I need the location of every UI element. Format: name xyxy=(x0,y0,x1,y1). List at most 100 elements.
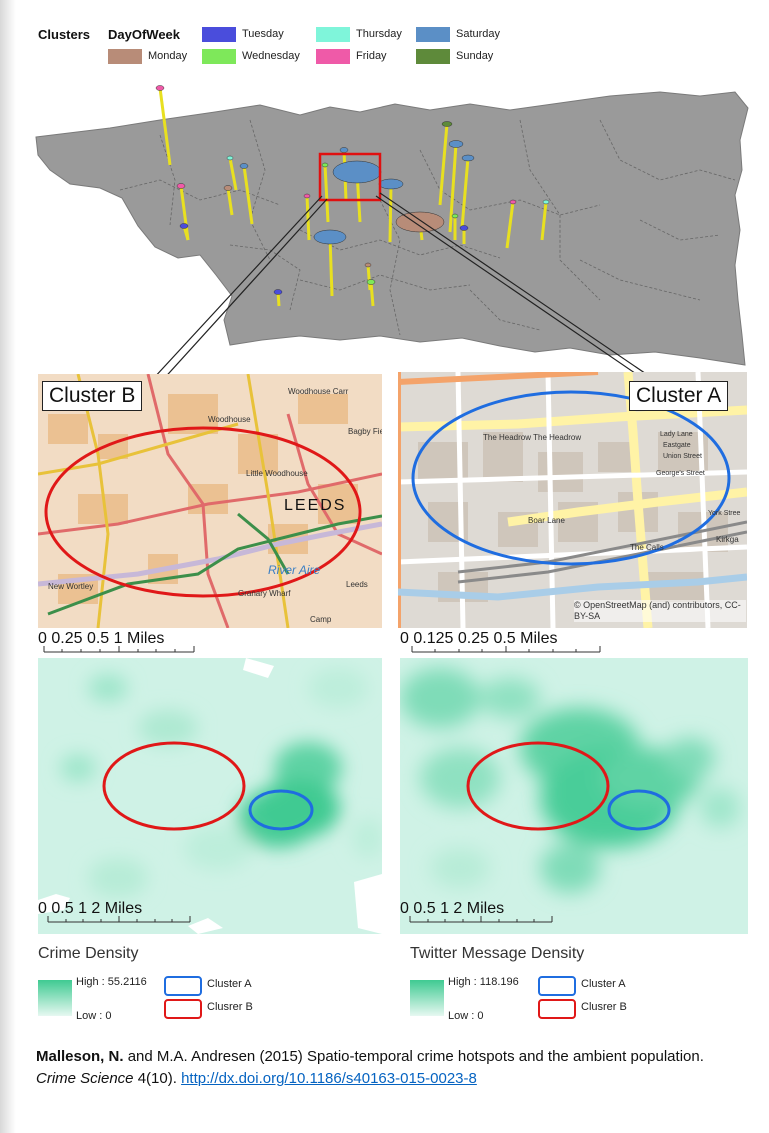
legend-swatch-wednesday xyxy=(202,49,236,64)
legend-field: DayOfWeek xyxy=(108,27,181,42)
crime-density-map xyxy=(38,658,382,934)
cluster-stick xyxy=(179,223,190,241)
map-a-york-street-label: York Stree xyxy=(708,510,741,517)
cluster-stick xyxy=(313,229,347,297)
legend-label-wednesday: Wednesday xyxy=(242,50,300,62)
cluster-sticks xyxy=(155,85,550,307)
citation-text: and M.A. Andresen (2015) Spatio-temporal… xyxy=(123,1048,704,1065)
map-a-headrow-label: The Headrow The Headrow xyxy=(483,433,581,442)
density-cluster-b-ellipse xyxy=(466,741,610,831)
scale-tick-label: 0.5 Miles xyxy=(493,630,558,647)
map-b-rail xyxy=(47,512,382,616)
cluster-stick xyxy=(223,185,234,216)
map-a-eastgate-label: Eastgate xyxy=(663,442,691,449)
scale-tick-label: 0 xyxy=(400,900,409,917)
twitter-density-high: High : 118.196 xyxy=(448,976,519,988)
legend-swatch-monday xyxy=(108,49,142,64)
cluster-b-callout: Cluster B xyxy=(42,381,143,411)
cluster-stick xyxy=(395,211,445,241)
density-cluster-a-ellipse xyxy=(248,789,314,831)
crime-legend-cluster-a-swatch xyxy=(164,976,202,996)
crime-legend-cluster-a: Cluster A xyxy=(207,978,252,990)
map-a-ring-road xyxy=(398,372,599,628)
map-b-river-label: River Aire xyxy=(268,563,321,577)
legend-swatch-sunday xyxy=(416,49,450,64)
ward-boundaries xyxy=(119,119,736,336)
citation-volume: 4(10). xyxy=(133,1070,182,1087)
scale-bar-twitter-density: 0 0.5 1 2 Miles xyxy=(400,900,600,928)
cluster-stick xyxy=(332,160,382,223)
zoom-connector-a xyxy=(375,192,656,380)
map-b-new-wortley-label: New Wortley xyxy=(48,582,93,591)
scale-tick-label: 1 Miles xyxy=(113,630,165,647)
scale-bar-line xyxy=(411,646,601,653)
twitter-legend-cluster-b: Clusrer B xyxy=(581,1001,627,1013)
crime-legend-cluster-b-swatch xyxy=(164,999,202,1019)
map-a-georges-label: George's Street xyxy=(656,470,705,477)
crime-density-blobs xyxy=(60,668,382,898)
scale-bar-map-b: 0 0.25 0.5 1 Miles xyxy=(38,630,378,656)
cluster-stick xyxy=(378,178,404,243)
map-cluster-b: LEEDS Woodhouse Woodhouse Carr Little Wo… xyxy=(38,374,382,628)
map-cluster-a: The Headrow The Headrow Lady Lane Eastga… xyxy=(398,372,747,628)
map-b-woodhouse-label: Woodhouse xyxy=(208,415,251,424)
map-a-the-calls-label: The Calls xyxy=(630,543,664,552)
crime-density-title: Crime Density xyxy=(38,945,139,962)
cluster-a-callout: Cluster A xyxy=(629,381,729,411)
cluster-stick xyxy=(226,155,238,191)
cluster-stick xyxy=(505,199,517,249)
leeds-district-shape xyxy=(35,91,749,366)
scale-tick-label: 2 Miles xyxy=(453,900,505,917)
cluster-stick xyxy=(459,225,469,244)
legend-label-saturday: Saturday xyxy=(456,28,501,40)
twitter-legend-cluster-b-swatch xyxy=(538,999,576,1019)
cluster-stick xyxy=(321,162,330,223)
legend-label-monday: Monday xyxy=(148,50,188,62)
crime-density-nodata xyxy=(38,658,382,934)
scale-tick-label: 0 xyxy=(38,900,47,917)
map-a-minor-roads xyxy=(398,372,747,628)
twitter-legend-cluster-a: Cluster A xyxy=(581,978,626,990)
scale-tick-label: 0.5 xyxy=(51,900,74,917)
twitter-density-low: Low : 0 xyxy=(448,1010,484,1022)
density-cluster-a-ellipse xyxy=(607,789,671,831)
cluster-stick xyxy=(239,163,254,225)
scale-tick-label: 0.5 xyxy=(413,900,436,917)
twitter-density-map xyxy=(400,658,748,934)
cluster-stick xyxy=(155,85,172,166)
cluster-a-ellipse xyxy=(411,390,731,566)
scale-tick-label: 0.25 xyxy=(457,630,489,647)
crime-density-low: Low : 0 xyxy=(76,1010,112,1022)
legend-swatch-tuesday xyxy=(202,27,236,42)
cluster-stick xyxy=(460,154,475,229)
twitter-legend-cluster-a-swatch xyxy=(538,976,576,996)
map-b-bagby-label: Bagby Fields xyxy=(348,427,382,436)
map-b-little-woodhouse-label: Little Woodhouse xyxy=(246,469,308,478)
map-a-attribution-box: © OpenStreetMap (and) contributors, CC-B… xyxy=(574,600,746,622)
scale-bar-line xyxy=(409,916,553,923)
map-b-granary-label: Granary Wharf xyxy=(238,589,291,598)
legend-title: Clusters xyxy=(38,27,91,42)
legend-label-thursday: Thursday xyxy=(356,28,402,40)
legend-label-tuesday: Tuesday xyxy=(242,28,284,40)
zoom-connector-b xyxy=(151,195,328,380)
page-edge-shadow xyxy=(0,0,16,1133)
map-a-river xyxy=(398,573,747,601)
scale-tick-label: 1 xyxy=(440,900,449,917)
map-a-kirkgate-label: Kirkga xyxy=(716,535,739,544)
citation-author: Malleson, N. xyxy=(36,1048,124,1065)
cluster-stick xyxy=(448,140,464,233)
citation-doi-link[interactable]: http://dx.doi.org/10.1186/s40163-015-002… xyxy=(181,1070,477,1087)
cluster-stick xyxy=(366,279,376,307)
cluster-stick xyxy=(364,262,372,291)
twitter-density-title: Twitter Message Density xyxy=(410,945,585,962)
legend-label-sunday: Sunday xyxy=(456,50,494,62)
legend-label-friday: Friday xyxy=(356,50,387,62)
scale-bar-map-a: 0 0.125 0.25 0.5 Miles xyxy=(400,630,740,656)
map-a-lady-lane-label: Lady Lane xyxy=(660,431,693,438)
twitter-density-ramp xyxy=(410,980,444,1016)
map-a-union-street-label: Union Street xyxy=(663,453,702,460)
scale-tick-label: 0 xyxy=(38,630,47,647)
cluster-3d-map xyxy=(35,85,749,380)
cluster-stick xyxy=(273,289,283,307)
